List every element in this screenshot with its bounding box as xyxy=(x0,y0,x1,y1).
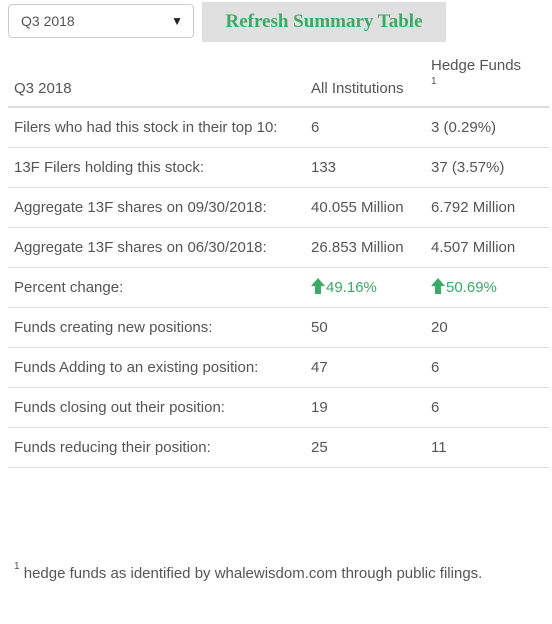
percent-change-hedge: 50.69% xyxy=(446,279,497,296)
row-label: Funds closing out their position: xyxy=(8,387,305,428)
summary-table: Q3 2018 All Institutions Hedge Funds 1 Fi… xyxy=(8,52,549,468)
header-quarter: Q3 2018 xyxy=(8,52,305,108)
header-footnote-marker: 1 xyxy=(431,76,437,87)
table-row: Funds reducing their position: 25 11 xyxy=(8,427,549,468)
row-label: Filers who had this stock in their top 1… xyxy=(8,106,305,148)
row-hedge-value: 20 xyxy=(425,307,549,348)
toolbar: Q3 2018 ▼ Refresh Summary Table xyxy=(8,2,548,42)
row-all-value: 50 xyxy=(305,307,425,348)
percent-change-all: 49.16% xyxy=(326,279,377,296)
row-label: 13F Filers holding this stock: xyxy=(8,147,305,188)
header-all-institutions: All Institutions xyxy=(305,52,425,108)
row-all-value: 47 xyxy=(305,347,425,388)
row-hedge-value: 4.507 Million xyxy=(425,227,549,268)
row-label: Funds creating new positions: xyxy=(8,307,305,348)
row-hedge-value: 50.69% xyxy=(425,267,549,308)
row-all-value: 25 xyxy=(305,427,425,468)
quarter-select[interactable]: Q3 2018 ▼ xyxy=(8,4,194,38)
table-row: 13F Filers holding this stock: 133 37 (3… xyxy=(8,147,549,188)
quarter-select-value: Q3 2018 xyxy=(21,13,75,29)
header-hedge-funds-label: Hedge Funds xyxy=(431,57,522,74)
table-row: Aggregate 13F shares on 09/30/2018: 40.0… xyxy=(8,187,549,228)
row-all-value: 6 xyxy=(305,106,425,148)
row-all-value: 49.16% xyxy=(305,267,425,308)
footnote-marker: 1 xyxy=(14,561,20,572)
up-arrow-icon xyxy=(431,278,445,294)
row-hedge-value: 6 xyxy=(425,347,549,388)
row-all-value: 19 xyxy=(305,387,425,428)
row-label: Funds Adding to an existing position: xyxy=(8,347,305,388)
row-label: Funds reducing their position: xyxy=(8,427,305,468)
up-arrow-icon xyxy=(311,278,325,294)
row-hedge-value: 3 (0.29%) xyxy=(425,106,549,148)
table-row: Funds creating new positions: 50 20 xyxy=(8,307,549,348)
footnote-text: hedge funds as identified by whalewisdom… xyxy=(19,565,483,582)
row-hedge-value: 6.792 Million xyxy=(425,187,549,228)
table-header-row: Q3 2018 All Institutions Hedge Funds 1 xyxy=(8,52,549,108)
row-hedge-value: 11 xyxy=(425,427,549,468)
caret-down-icon: ▼ xyxy=(171,14,183,28)
table-row: Filers who had this stock in their top 1… xyxy=(8,106,549,148)
row-all-value: 26.853 Million xyxy=(305,227,425,268)
footnote: 1 hedge funds as identified by whalewisd… xyxy=(14,562,534,586)
refresh-summary-table-button[interactable]: Refresh Summary Table xyxy=(202,2,446,42)
table-row: Aggregate 13F shares on 06/30/2018: 26.8… xyxy=(8,227,549,268)
header-hedge-funds: Hedge Funds 1 xyxy=(425,52,549,108)
row-hedge-value: 6 xyxy=(425,387,549,428)
row-all-value: 40.055 Million xyxy=(305,187,425,228)
row-label: Aggregate 13F shares on 06/30/2018: xyxy=(8,227,305,268)
row-label: Aggregate 13F shares on 09/30/2018: xyxy=(8,187,305,228)
table-row: Funds closing out their position: 19 6 xyxy=(8,387,549,428)
row-label: Percent change: xyxy=(8,267,305,308)
row-hedge-value: 37 (3.57%) xyxy=(425,147,549,188)
table-row: Percent change: 49.16% 50.69% xyxy=(8,267,549,308)
table-row: Funds Adding to an existing position: 47… xyxy=(8,347,549,388)
row-all-value: 133 xyxy=(305,147,425,188)
